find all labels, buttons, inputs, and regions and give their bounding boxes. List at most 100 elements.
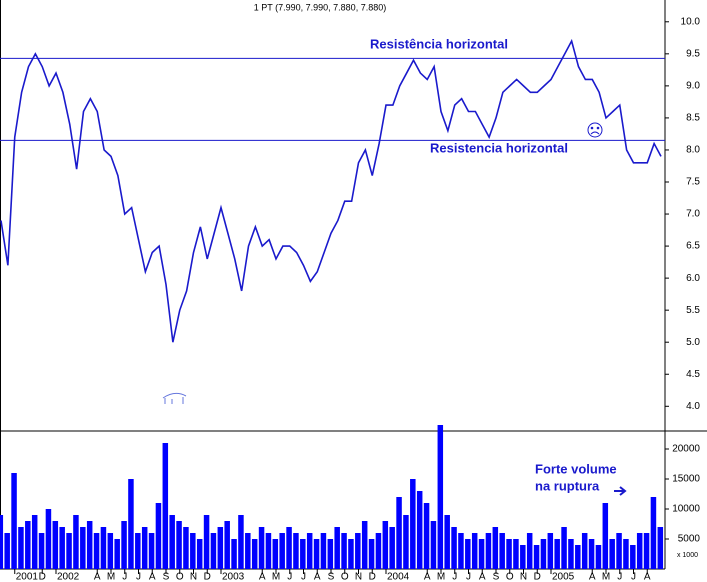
- volume-bar: [471, 533, 478, 569]
- y-tick-label: 6.0: [686, 273, 700, 284]
- x-tick-label: A: [479, 572, 486, 582]
- volume-bar: [602, 503, 609, 569]
- volume-bar: [451, 527, 457, 569]
- volume-bar: [11, 473, 17, 569]
- volume-bar: [581, 533, 588, 569]
- volume-bar: [334, 527, 340, 569]
- volume-bar: [155, 503, 162, 569]
- volume-bar: [355, 533, 361, 569]
- arrow: [614, 486, 627, 496]
- x-tick-label: J: [466, 572, 471, 582]
- volume-bar: [293, 533, 299, 569]
- volume-bar: [196, 539, 203, 569]
- volume-bar: [492, 527, 499, 569]
- x-tick-label: S: [328, 572, 335, 582]
- chart-title: 1 PT (7.990, 7.990, 7.880, 7.880): [254, 2, 386, 12]
- volume-bar: [410, 479, 416, 569]
- volume-bar: [286, 527, 292, 569]
- x-tick-label: J: [631, 572, 636, 582]
- volume-bar: [430, 521, 437, 569]
- y-tick-label: 8.5: [686, 113, 700, 124]
- y-tick-label: 9.5: [686, 48, 700, 59]
- volume-bar: [575, 545, 581, 569]
- volume-bar: [465, 539, 471, 569]
- volume-bar: [526, 533, 533, 569]
- volume-bar: [547, 533, 554, 569]
- volume-bar: [313, 539, 320, 569]
- volume-bar: [389, 527, 395, 569]
- annotation: na ruptura: [535, 478, 600, 493]
- x-tick-label: 2001: [16, 572, 39, 582]
- volume-bar: [636, 533, 643, 569]
- volume-bar: [38, 533, 45, 569]
- volume-bar: [375, 533, 382, 569]
- volume-bar: [265, 533, 272, 569]
- volume-bar: [107, 533, 114, 569]
- volume-bar: [251, 539, 258, 569]
- x-tick-label: D: [369, 572, 376, 582]
- volume-bar: [135, 533, 141, 569]
- y-tick-label: 15000: [672, 474, 700, 485]
- volume-bar: [561, 527, 567, 569]
- x-tick-label: M: [437, 572, 445, 582]
- volume-bar: [114, 539, 120, 569]
- volume-bar: [258, 527, 265, 569]
- volume-bar: [300, 539, 306, 569]
- volume-bar: [506, 539, 512, 569]
- x-tick-label: D: [39, 572, 46, 582]
- volume-bar: [623, 539, 629, 569]
- volume-bar: [368, 539, 375, 569]
- volume-bar: [217, 527, 224, 569]
- volume-bar: [437, 425, 444, 569]
- x-tick-label: J: [136, 572, 141, 582]
- y-tick-label: 20000: [672, 444, 700, 455]
- y-tick-label: 5000: [678, 534, 701, 545]
- x-tick-label: A: [94, 572, 101, 582]
- x-tick-label: M: [602, 572, 610, 582]
- price-line: [0, 38, 662, 343]
- volume-bar: [478, 539, 485, 569]
- volume-bar: [25, 521, 31, 569]
- volume-bar: [162, 443, 169, 569]
- volume-bar: [423, 503, 430, 569]
- volume-bar: [382, 521, 389, 569]
- x-tick-label: 2004: [387, 572, 410, 582]
- volume-bar: [245, 533, 251, 569]
- volume-bar: [650, 497, 657, 569]
- volume-bar: [485, 533, 492, 569]
- x-tick-label: A: [149, 572, 156, 582]
- x-tick-label: 2005: [552, 572, 575, 582]
- unit-label: x 1000: [677, 552, 698, 559]
- y-tick-label: 10000: [672, 504, 700, 515]
- volume-bar: [444, 515, 450, 569]
- volume-bar: [499, 533, 505, 569]
- volume-bar: [630, 545, 636, 569]
- volume-bar: [59, 527, 65, 569]
- x-tick-label: J: [617, 572, 622, 582]
- volume-bar: [183, 527, 189, 569]
- volume-bar: [66, 533, 72, 569]
- y-tick-label: 9.0: [686, 81, 700, 92]
- y-tick-label: 8.0: [686, 145, 700, 156]
- x-tick-label: N: [520, 572, 527, 582]
- volume-bar: [279, 533, 285, 569]
- y-tick-label: 6.5: [686, 241, 700, 252]
- x-tick-label: 2002: [57, 572, 80, 582]
- volume-bar: [595, 545, 602, 569]
- x-tick-label: J: [287, 572, 292, 582]
- volume-bar: [224, 521, 230, 569]
- x-tick-label: O: [506, 572, 514, 582]
- volume-bar: [190, 533, 196, 569]
- volume-bar: [4, 533, 10, 569]
- y-tick-label: 4.0: [686, 401, 700, 412]
- y-tick-label: 7.0: [686, 209, 700, 220]
- volume-bar: [609, 539, 615, 569]
- x-tick-label: D: [204, 572, 211, 582]
- volume-bar: [361, 521, 368, 569]
- x-tick-label: S: [493, 572, 500, 582]
- y-tick-label: 7.5: [686, 177, 700, 188]
- volume-bar: [540, 539, 547, 569]
- x-tick-label: M: [107, 572, 115, 582]
